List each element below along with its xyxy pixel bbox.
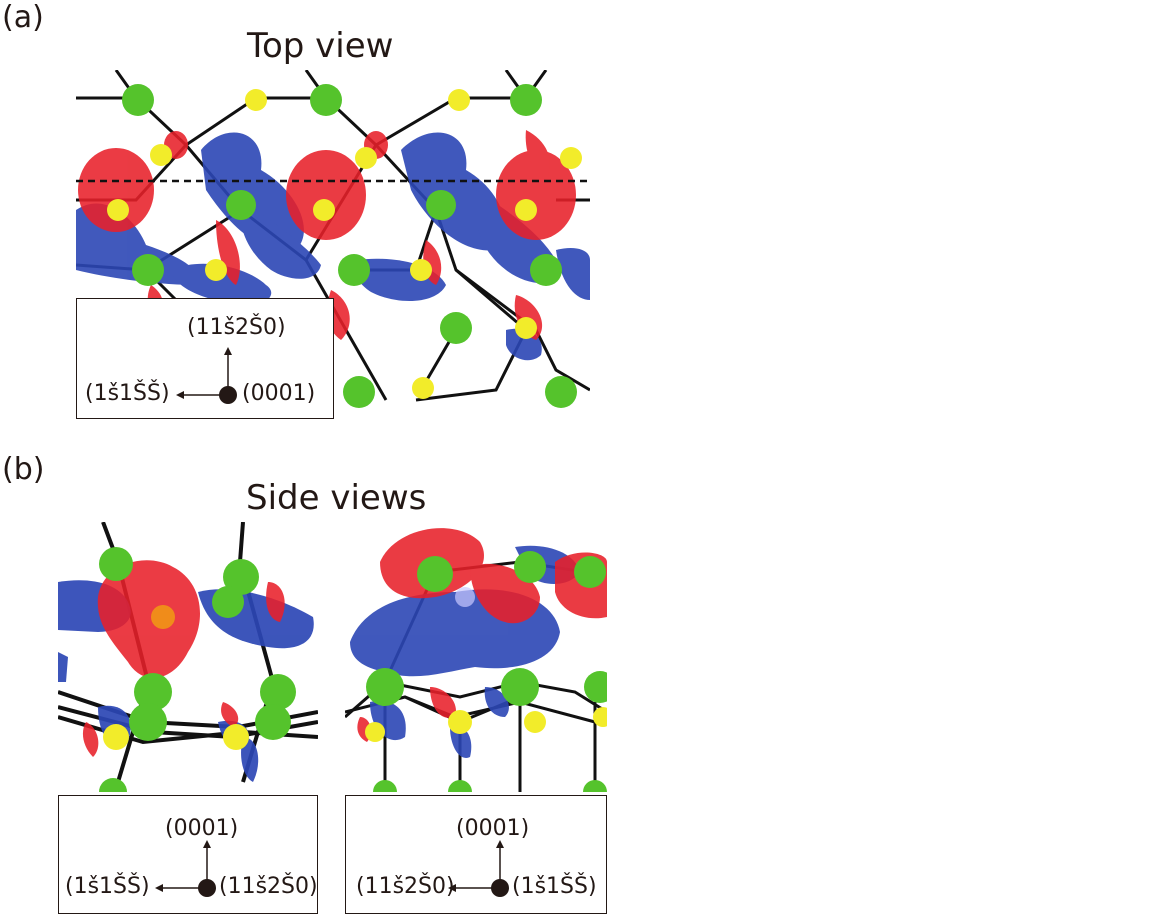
panel-b-label: (b): [2, 452, 45, 487]
axis-left-label: (1š1ŠŠ): [85, 381, 170, 406]
axis-up-label: (11š2Š0): [187, 315, 286, 340]
side-view-right-figure: [345, 522, 607, 792]
axis-arrows-icon: [176, 347, 237, 404]
panel-a-title: Top view: [247, 26, 394, 66]
side-view-left-axis-legend: (0001) (1š1ŠŠ) (11š2Š0): [58, 795, 318, 914]
panel-b-title: Side views: [246, 478, 427, 518]
panel-a-label: (a): [2, 0, 44, 35]
top-view-axis-legend: (11š2Š0) (1š1ŠŠ) (0001): [76, 298, 334, 419]
axis-center-label: (1š1ŠŠ): [512, 874, 597, 899]
axis-up-label: (0001): [456, 816, 530, 841]
axis-left-label: (1š1ŠŠ): [65, 874, 150, 899]
axis-up-label: (0001): [165, 816, 239, 841]
axis-center-label: (11š2Š0): [219, 874, 318, 899]
axis-left-label: (11š2Š0): [356, 874, 455, 899]
axis-arrows-icon: [448, 840, 509, 897]
side-view-left-figure: [58, 522, 318, 792]
side-view-right-axis-legend: (0001) (11š2Š0) (1š1ŠŠ): [345, 795, 607, 914]
axis-arrows-icon: [155, 840, 216, 897]
axis-center-label: (0001): [242, 381, 316, 406]
